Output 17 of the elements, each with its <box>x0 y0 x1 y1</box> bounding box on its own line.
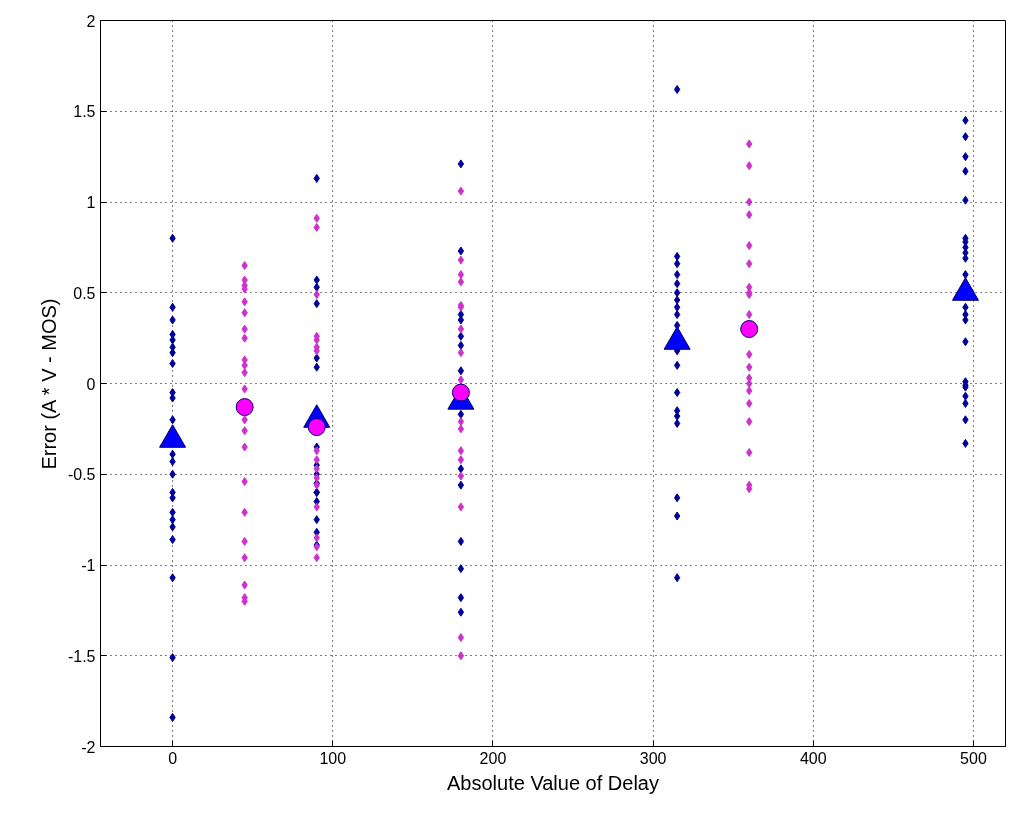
y-tick-label: 0.5 <box>73 284 96 302</box>
x-axis-title: Absolute Value of Delay <box>447 771 659 794</box>
x-tick-label: 500 <box>960 749 987 767</box>
y-tick-label: -0.5 <box>67 466 96 484</box>
y-tick-label: -2 <box>81 738 96 756</box>
y-tick-label: 2 <box>86 12 96 30</box>
x-tick-label: 200 <box>479 749 507 767</box>
y-tick-label: 0 <box>86 375 96 393</box>
y-tick-label: 1.5 <box>73 103 96 121</box>
y-tick-label: -1.5 <box>67 647 96 665</box>
y-axis-title: Error (A * V - MOS) <box>37 298 60 470</box>
x-tick-label: 400 <box>799 749 827 767</box>
x-tick-label: 100 <box>319 749 347 767</box>
x-tick-label: 300 <box>639 749 667 767</box>
y-tick-label: -1 <box>81 557 96 574</box>
y-tick-label: 1 <box>86 194 96 211</box>
x-tick-label: 0 <box>168 749 178 767</box>
